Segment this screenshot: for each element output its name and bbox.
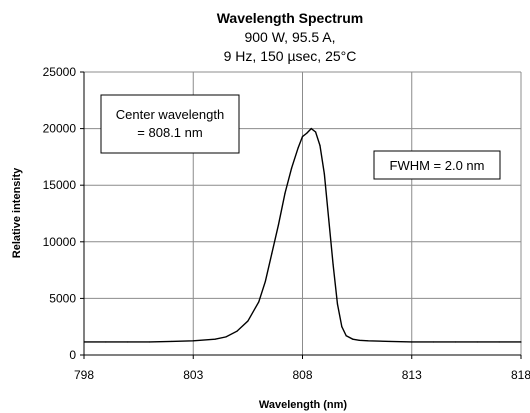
data-point-34 xyxy=(454,341,457,343)
data-point-20 xyxy=(315,131,317,133)
data-point-2 xyxy=(127,341,129,343)
data-point-9 xyxy=(247,320,249,322)
data-point-8 xyxy=(236,330,238,332)
y-tick-label-3: 15000 xyxy=(43,178,77,192)
data-point-27 xyxy=(345,335,347,337)
data-point-11 xyxy=(264,280,266,283)
data-point-14 xyxy=(284,192,286,194)
data-point-32 xyxy=(411,341,413,343)
data-point-29 xyxy=(358,339,360,341)
y-tick-label-2: 10000 xyxy=(43,235,77,249)
y-tick-label-5: 25000 xyxy=(43,65,77,79)
data-point-16 xyxy=(297,147,299,149)
chart-title: Wavelength Spectrum xyxy=(217,10,364,26)
data-point-23 xyxy=(328,218,330,220)
data-point-37 xyxy=(520,341,522,343)
x-tick-label-0: 798 xyxy=(74,368,94,382)
data-point-30 xyxy=(367,340,369,342)
data-point-1 xyxy=(105,341,107,343)
series-line-0 xyxy=(84,127,521,343)
y-tick-label-1: 5000 xyxy=(49,291,76,305)
data-point-10 xyxy=(258,301,260,303)
x-tick-label-1: 803 xyxy=(183,368,203,382)
data-point-31 xyxy=(389,340,391,343)
data-point-18 xyxy=(306,132,308,134)
annotation-fwhm: FWHM = 2.0 nm xyxy=(373,150,501,180)
annotation-center-wavelength-line-1: Center wavelength xyxy=(116,107,224,122)
data-point-25 xyxy=(336,303,339,305)
x-axis-label: Wavelength (nm) xyxy=(259,399,348,411)
annotation-center-wavelength-line-2: = 808.1 nm xyxy=(137,125,202,140)
data-point-36 xyxy=(498,341,500,343)
data-point-6 xyxy=(214,338,216,340)
data-point-3 xyxy=(148,341,151,343)
x-tick-label-4: 818 xyxy=(511,368,530,382)
data-point-13 xyxy=(277,224,280,226)
annotation-fwhm-box xyxy=(373,150,501,180)
series-layer xyxy=(83,127,522,343)
data-point-17 xyxy=(301,135,304,138)
annotation-center-wavelength: Center wavelength = 808.1 nm xyxy=(100,94,240,154)
axes xyxy=(80,71,522,359)
data-point-15 xyxy=(290,167,293,169)
data-point-19 xyxy=(310,128,312,130)
data-point-28 xyxy=(352,338,354,340)
data-point-5 xyxy=(192,340,194,342)
data-point-0 xyxy=(83,341,85,343)
data-point-24 xyxy=(332,263,334,266)
data-point-26 xyxy=(341,326,343,328)
data-point-7 xyxy=(225,336,227,338)
data-point-35 xyxy=(476,341,478,343)
chart-subtitle-line-1: 900 W, 95.5 A, xyxy=(244,29,335,45)
annotation-center-wavelength-box xyxy=(100,94,240,154)
y-tick-label-4: 20000 xyxy=(43,122,77,136)
data-point-12 xyxy=(271,252,273,254)
y-tick-label-0: 0 xyxy=(69,348,76,362)
y-axis-label: Relative intensity xyxy=(11,167,23,258)
tick-labels: 0 5000 10000 15000 20000 25000 798 803 808 813 818 xyxy=(43,65,530,382)
chart-subtitle-line-2: 9 Hz, 150 µsec, 25°C xyxy=(224,48,357,64)
data-point-4 xyxy=(170,340,172,343)
data-point-22 xyxy=(323,173,325,175)
x-tick-label-3: 813 xyxy=(402,368,422,382)
x-tick-label-2: 808 xyxy=(292,368,312,382)
annotation-fwhm-text: FWHM = 2.0 nm xyxy=(390,158,485,173)
data-point-33 xyxy=(433,341,435,343)
data-point-21 xyxy=(319,144,321,147)
